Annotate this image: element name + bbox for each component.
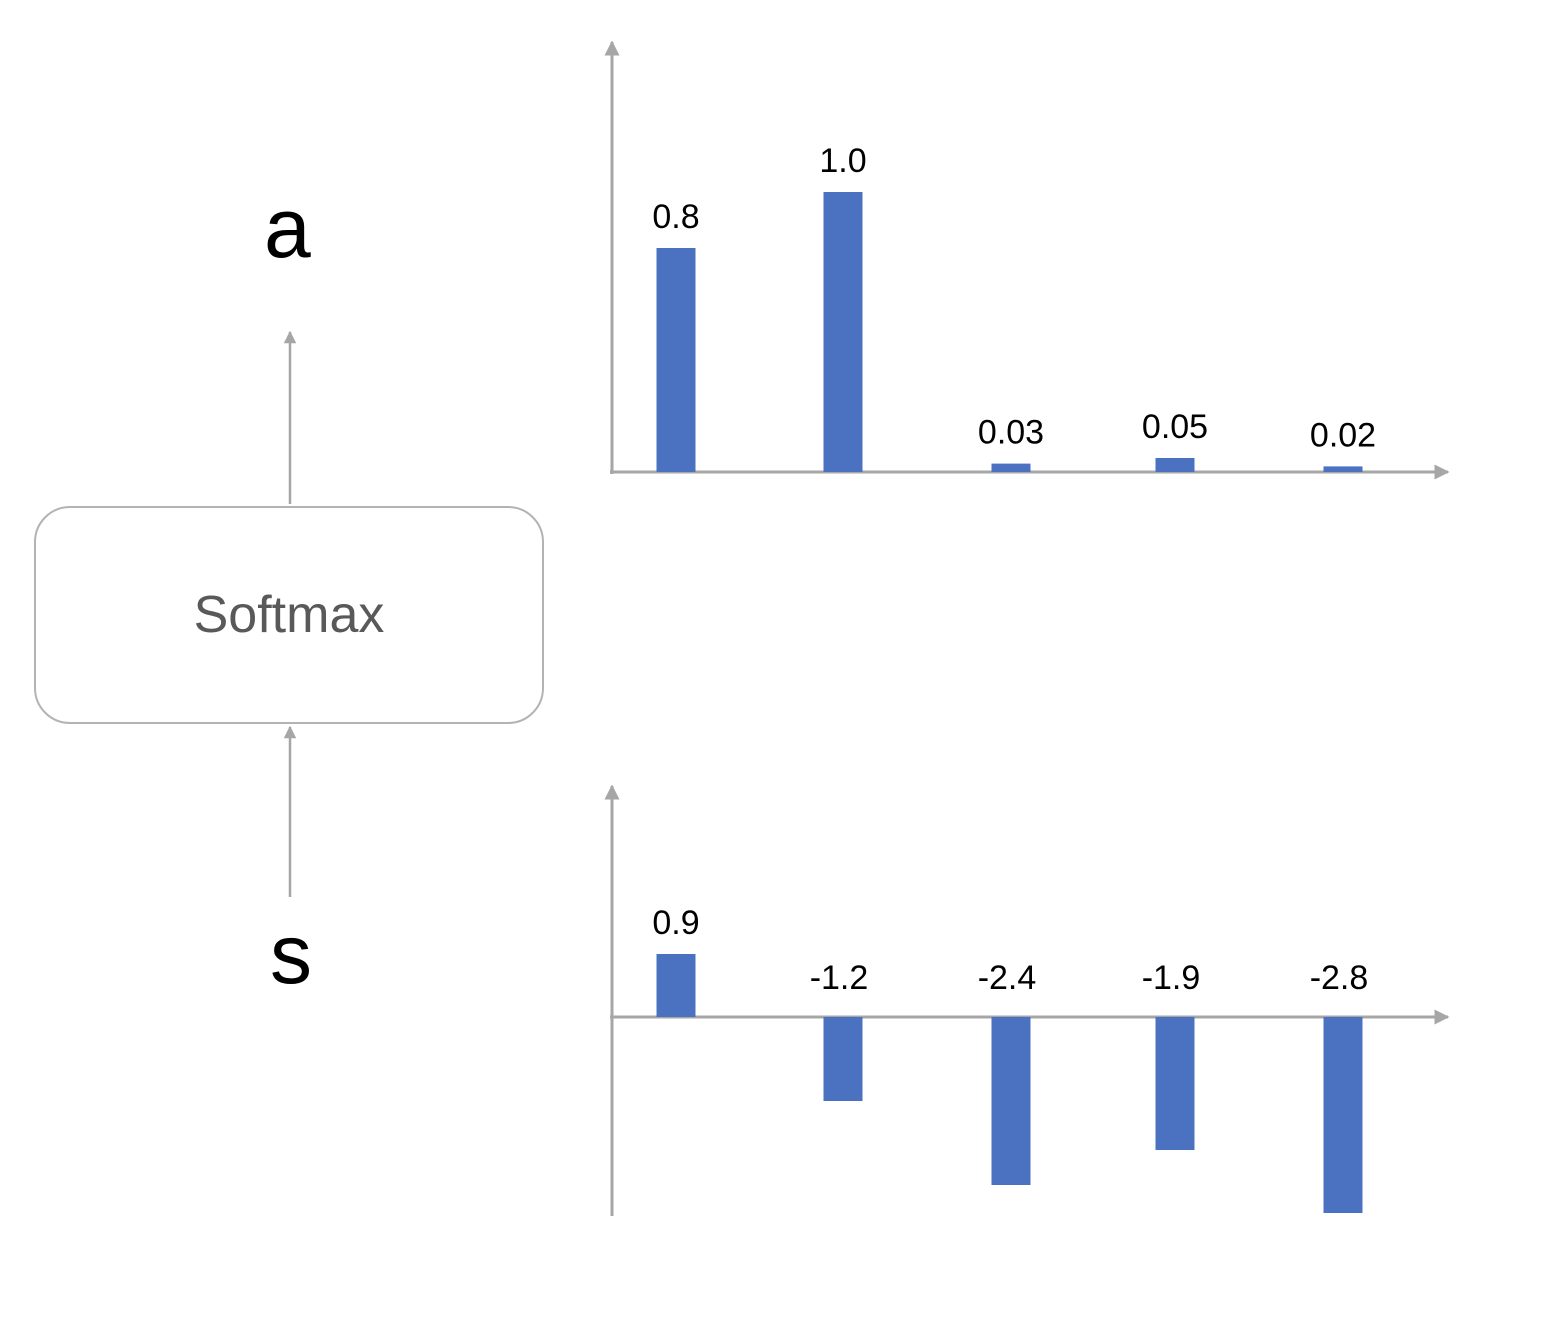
input-bar-3 [991,1017,1031,1185]
input-chart: 0.9 -1.2 -2.4 -1.9 -2.8 [604,784,1450,1216]
output-bar-3 [991,463,1031,472]
input-bar-5 [1323,1017,1363,1213]
input-bar-1 [656,954,696,1017]
input-data-label-5: -2.8 [1310,959,1369,997]
input-data-label-2: -1.2 [810,959,869,997]
input-symbol: s [270,907,312,1001]
output-bar-4 [1155,458,1195,472]
output-data-label-4: 0.05 [1142,408,1208,446]
output-bar-5 [1323,466,1363,472]
input-bar-4 [1155,1017,1195,1150]
softmax-box: Softmax [34,506,544,724]
output-data-label-2: 1.0 [819,142,866,180]
output-bar-1 [656,248,696,472]
output-data-label-5: 0.02 [1310,416,1376,454]
output-data-label-3: 0.03 [978,414,1044,452]
input-bar-2 [823,1017,863,1101]
output-data-label-1: 0.8 [652,198,699,236]
output-bar-2 [823,192,863,472]
input-data-label-4: -1.9 [1142,959,1201,997]
input-data-label-1: 0.9 [652,904,699,942]
output-symbol: a [264,181,311,275]
output-chart: 0.8 1.0 0.03 0.05 0.02 [604,40,1450,480]
softmax-label: Softmax [193,586,385,644]
input-data-label-3: -2.4 [978,959,1037,997]
